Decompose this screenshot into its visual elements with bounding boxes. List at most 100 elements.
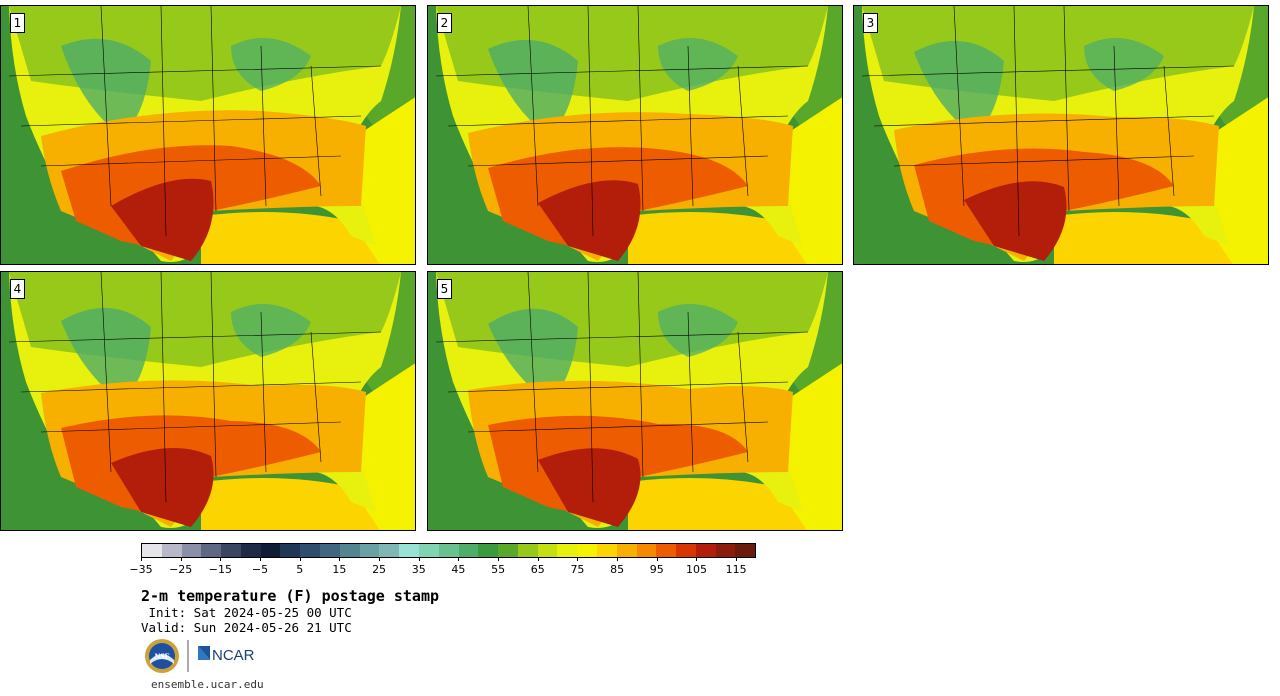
colorbar-tick-label: 115: [725, 563, 747, 576]
great-lakes-region: [658, 38, 738, 91]
colorbar-tick-label: −5: [251, 563, 269, 576]
figure-title: 2-m temperature (F) postage stamp: [141, 587, 440, 605]
colorbar-swatch: [695, 544, 716, 557]
colorbar-swatch: [320, 544, 340, 557]
colorbar-swatch: [161, 544, 182, 557]
ncar-logo-icon: NCAR: [198, 646, 255, 664]
colorbar-tick-label: −15: [208, 563, 232, 576]
valid-time: Valid: Sun 2024-05-26 21 UTC: [141, 620, 352, 635]
colorbar-swatch: [399, 544, 419, 557]
colorbar-tick: [656, 557, 658, 561]
great-lakes-region: [231, 304, 311, 357]
state-borders: [861, 6, 1235, 237]
forecast-panel-3: 3: [853, 5, 1269, 265]
state-borders: [8, 6, 382, 237]
hottest-region: [964, 181, 1067, 261]
rocky-mountains: [914, 40, 1004, 137]
temperature-map: [428, 272, 842, 530]
colorbar-swatch: [676, 544, 696, 557]
colorbar-swatch: [379, 544, 400, 557]
colorbar-tick-label: 65: [530, 563, 545, 576]
website-url: ensemble.ucar.edu: [151, 678, 264, 691]
colorbar-swatch: [596, 544, 617, 557]
hottest-region: [538, 180, 641, 261]
colorbar-swatch: [735, 544, 756, 557]
panel-number: 2: [437, 13, 452, 33]
colorbar-swatch: [656, 544, 677, 557]
nsf-logo-icon: NSF: [145, 639, 179, 673]
temperature-map: [854, 6, 1268, 264]
temperature-colorbar: [141, 543, 756, 558]
colorbar-swatch: [537, 544, 558, 557]
colorbar-swatch: [557, 544, 578, 557]
colorbar-tick: [696, 557, 698, 561]
colorbar-swatch: [240, 544, 261, 557]
colorbar-tick: [577, 557, 579, 561]
colorbar-swatch: [201, 544, 222, 557]
colorbar-tick-label: 15: [332, 563, 347, 576]
colorbar-swatch: [715, 544, 736, 557]
colorbar-tick-label: 5: [296, 563, 304, 576]
colorbar-tick: [260, 557, 262, 561]
colorbar-swatch: [339, 544, 360, 557]
temperature-map: [1, 6, 415, 264]
colorbar-tick: [180, 557, 182, 561]
gulf-of-mexico: [628, 478, 807, 530]
colorbar-tick: [617, 557, 619, 561]
colorbar-tick-label: 25: [372, 563, 387, 576]
colorbar-swatch: [359, 544, 380, 557]
colorbar-swatch: [181, 544, 202, 557]
colorbar-tick: [418, 557, 420, 561]
colorbar-tick-label: 105: [685, 563, 707, 576]
state-borders: [435, 272, 809, 503]
colorbar-swatch: [636, 544, 657, 557]
rocky-mountains: [488, 308, 578, 402]
nsf-logo-text: NSF: [154, 652, 169, 661]
forecast-panel-1: 1: [0, 5, 416, 265]
hottest-region: [111, 447, 214, 527]
state-borders: [8, 272, 382, 503]
colorbar-tick: [379, 557, 381, 561]
panel-number: 1: [10, 13, 25, 33]
colorbar-swatch: [478, 544, 499, 557]
colorbar-swatch: [438, 544, 459, 557]
colorbar-tick: [458, 557, 460, 561]
hottest-region: [538, 448, 641, 527]
colorbar-tick: [339, 557, 341, 561]
colorbar-tick: [299, 557, 301, 561]
great-lakes-region: [231, 38, 311, 91]
colorbar-swatch: [577, 544, 597, 557]
colorbar-tick-label: 85: [610, 563, 625, 576]
gulf-of-mexico: [201, 478, 380, 530]
colorbar-tick: [537, 557, 539, 561]
colorbar-swatch: [517, 544, 538, 557]
colorbar-swatch: [280, 544, 301, 557]
colorbar-swatch: [616, 544, 637, 557]
panel-number: 4: [10, 279, 25, 299]
gulf-of-mexico: [1054, 212, 1233, 264]
temperature-map: [1, 272, 415, 530]
temperature-map: [428, 6, 842, 264]
colorbar-tick-label: −35: [129, 563, 153, 576]
colorbar-swatch: [260, 544, 281, 557]
rocky-mountains: [61, 38, 151, 136]
colorbar-swatch: [221, 544, 241, 557]
colorbar-swatch: [418, 544, 439, 557]
forecast-panel-2: 2: [427, 5, 843, 265]
colorbar-tick-label: 55: [491, 563, 506, 576]
gulf-of-mexico: [628, 212, 807, 264]
hottest-region: [111, 178, 214, 261]
colorbar-ticks: −35 −25 −15 −5 5 15 25 35 45 55 65 75 85 95 105 115: [129, 557, 756, 579]
state-borders: [435, 6, 809, 237]
gulf-of-mexico: [201, 212, 380, 264]
rocky-mountains: [488, 39, 578, 136]
colorbar-swatch: [142, 544, 162, 557]
colorbar-tick: [141, 557, 142, 561]
colorbar-swatch: [458, 544, 479, 557]
forecast-panel-5: 5: [427, 271, 843, 531]
ncar-logo-text: NCAR: [212, 647, 255, 664]
forecast-panel-4: 4: [0, 271, 416, 531]
colorbar-tick-label: −25: [169, 563, 193, 576]
colorbar-tick: [498, 557, 500, 561]
init-time: Init: Sat 2024-05-25 00 UTC: [141, 605, 352, 620]
